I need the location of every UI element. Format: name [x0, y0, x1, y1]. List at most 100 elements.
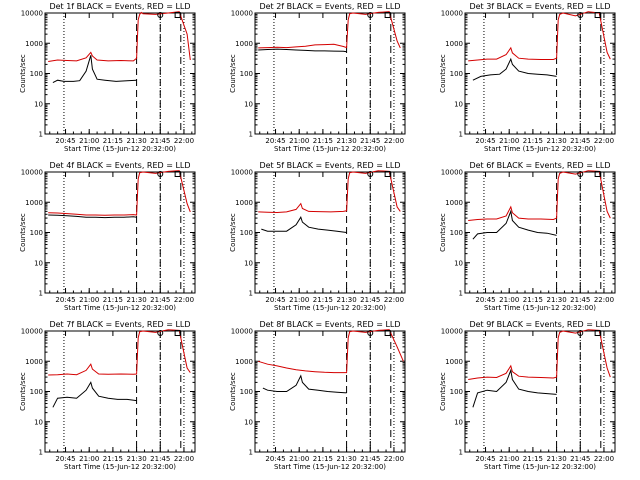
y-tick-label: 1: [249, 131, 253, 139]
y-tick-label: 1: [39, 449, 43, 457]
y-axis-label: Counts/sec: [229, 54, 237, 93]
y-tick-label: 1: [249, 449, 253, 457]
y-tick-label: 10000: [21, 328, 43, 336]
detector-panel-8: Det 8f BLACK = Events, RED = LLD 1 10 100 10…: [229, 320, 406, 471]
square-marker: [384, 330, 391, 336]
x-tick-label: 21:45: [570, 296, 590, 304]
x-tick-label: 21:30: [546, 137, 566, 145]
events-series-line: [52, 55, 137, 84]
square-marker: [174, 330, 181, 336]
x-tick-label: 21:00: [499, 296, 519, 304]
lld-series-line: [48, 170, 191, 216]
detector-panel-5: Det 5f BLACK = Events, RED = LLD 1 10 100 10…: [229, 161, 406, 312]
x-tick-label: 21:00: [79, 296, 99, 304]
y-tick-label: 1000: [25, 358, 43, 366]
x-tick-label: 21:15: [103, 296, 123, 304]
circle-marker: [367, 171, 374, 177]
y-tick-label: 1000: [235, 40, 253, 48]
x-tick-label: 21:00: [289, 455, 309, 463]
y-tick-label: 1000: [25, 199, 43, 207]
y-tick-label: 100: [450, 229, 463, 237]
x-tick-label: 20:45: [265, 137, 285, 145]
y-tick-label: 100: [30, 70, 43, 78]
y-tick-label: 10: [454, 259, 463, 267]
x-tick-label: 22:00: [174, 137, 194, 145]
events-series-line: [48, 214, 137, 219]
x-tick-label: 21:45: [150, 137, 170, 145]
x-tick-label: 22:00: [594, 455, 614, 463]
y-tick-label: 1: [459, 449, 463, 457]
x-tick-label: 21:00: [499, 137, 519, 145]
circle-marker: [577, 12, 584, 18]
events-series-line: [261, 216, 347, 233]
x-tick-label: 22:00: [594, 137, 614, 145]
y-axis-label: Counts/sec: [19, 372, 27, 411]
circle-marker: [367, 330, 374, 336]
x-tick-label: 21:15: [313, 137, 333, 145]
y-tick-label: 100: [240, 388, 253, 396]
y-tick-label: 100: [30, 229, 43, 237]
circle-marker: [577, 171, 584, 177]
y-axis-label: Counts/sec: [229, 372, 237, 411]
panel-title: Det 3f BLACK = Events, RED = LLD: [469, 2, 610, 11]
plot-frame: [254, 171, 406, 294]
x-tick-label: 20:45: [55, 296, 75, 304]
y-tick-label: 10: [454, 418, 463, 426]
x-tick-label: 21:15: [523, 455, 543, 463]
y-tick-label: 1000: [445, 199, 463, 207]
x-tick-label: 20:45: [55, 137, 75, 145]
x-tick-label: 22:00: [384, 455, 404, 463]
plot-frame: [464, 330, 616, 453]
y-tick-label: 1000: [235, 358, 253, 366]
x-tick-label: 21:00: [79, 455, 99, 463]
y-tick-label: 10: [244, 100, 253, 108]
x-axis-label: Start Time (15-Jun-12 20:32:00): [484, 463, 596, 471]
lld-series-line: [258, 329, 404, 374]
circle-marker: [157, 330, 164, 336]
x-tick-label: 21:30: [546, 455, 566, 463]
x-axis-label: Start Time (15-Jun-12 20:32:00): [274, 463, 386, 471]
x-tick-label: 20:45: [55, 455, 75, 463]
y-tick-label: 100: [450, 388, 463, 396]
events-series-line: [258, 48, 347, 53]
x-axis-label: Start Time (15-Jun-12 20:32:00): [274, 145, 386, 153]
y-tick-label: 1: [39, 290, 43, 298]
y-tick-label: 1000: [445, 358, 463, 366]
x-axis-label: Start Time (15-Jun-12 20:32:00): [64, 145, 176, 153]
y-tick-label: 10: [244, 418, 253, 426]
y-tick-label: 1000: [25, 40, 43, 48]
panel-title: Det 2f BLACK = Events, RED = LLD: [259, 2, 400, 11]
y-tick-label: 1000: [235, 199, 253, 207]
y-tick-label: 100: [30, 388, 43, 396]
x-tick-label: 21:30: [336, 137, 356, 145]
x-tick-label: 22:00: [384, 137, 404, 145]
x-tick-label: 20:45: [265, 455, 285, 463]
y-axis-label: Counts/sec: [19, 54, 27, 93]
detector-panel-4: Det 4f BLACK = Events, RED = LLD 1 10 100 10…: [19, 161, 196, 312]
x-axis-label: Start Time (15-Jun-12 20:32:00): [484, 145, 596, 153]
lld-series-line: [48, 11, 191, 62]
plot-frame: [464, 12, 616, 135]
y-tick-label: 1: [249, 290, 253, 298]
y-axis-label: Counts/sec: [439, 54, 447, 93]
square-marker: [384, 12, 391, 18]
events-series-line: [472, 209, 557, 240]
y-tick-label: 1: [459, 131, 463, 139]
panel-title: Det 1f BLACK = Events, RED = LLD: [49, 2, 190, 11]
square-marker: [594, 171, 601, 177]
panel-title: Det 8f BLACK = Events, RED = LLD: [259, 320, 400, 329]
y-tick-label: 10: [244, 259, 253, 267]
x-tick-label: 21:45: [360, 296, 380, 304]
plot-frame: [44, 12, 196, 135]
x-tick-label: 20:45: [475, 296, 495, 304]
circle-marker: [367, 12, 374, 18]
panel-title: Det 9f BLACK = Events, RED = LLD: [469, 320, 610, 329]
detector-panel-6: Det 6f BLACK = Events, RED = LLD 1 10 100 10…: [439, 161, 616, 312]
events-series-line: [472, 368, 557, 408]
panel-title: Det 6f BLACK = Events, RED = LLD: [469, 161, 610, 170]
lld-series-line: [468, 170, 611, 221]
y-tick-label: 10: [34, 418, 43, 426]
x-tick-label: 21:30: [126, 296, 146, 304]
y-tick-label: 1: [39, 131, 43, 139]
